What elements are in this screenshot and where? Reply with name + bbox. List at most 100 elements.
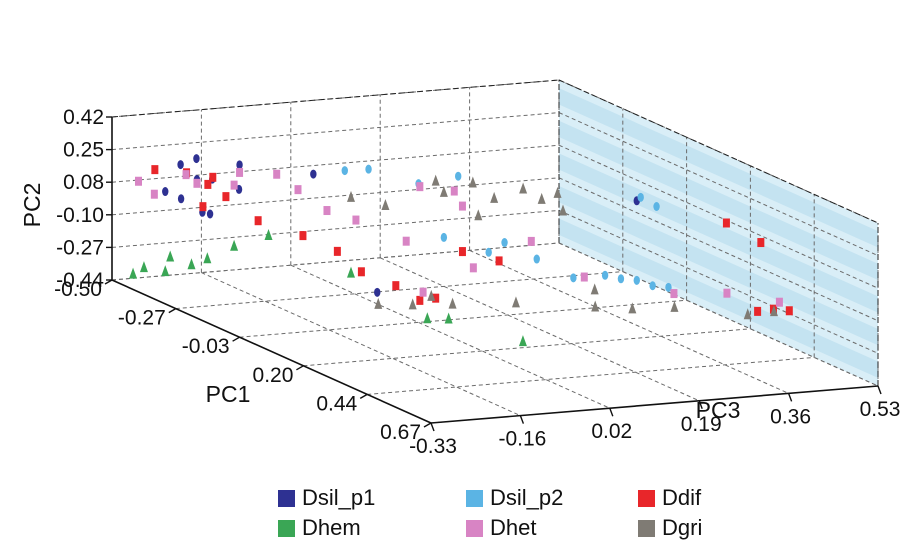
legend-label: Dhem bbox=[302, 515, 361, 540]
floor-gridline bbox=[367, 356, 815, 395]
point-dhem bbox=[264, 229, 273, 241]
point-ddif bbox=[757, 238, 765, 248]
left-wall-gridline bbox=[111, 177, 560, 216]
legend-label: Ddif bbox=[662, 485, 702, 510]
z-tick-label: -0.33 bbox=[409, 435, 457, 458]
z-tick bbox=[430, 422, 435, 432]
point-dhem bbox=[347, 266, 356, 278]
point-dsil-p1 bbox=[162, 187, 169, 197]
y-tick-label: 0.42 bbox=[63, 106, 104, 129]
legend-item-dsil-p2: Dsil_p2 bbox=[466, 485, 563, 511]
point-dgri bbox=[448, 297, 457, 309]
point-dsil-p2 bbox=[533, 254, 540, 264]
back-walls bbox=[111, 79, 879, 387]
point-dsil-p2 bbox=[501, 238, 508, 248]
point-dhet bbox=[236, 167, 244, 177]
point-dhet bbox=[323, 206, 331, 216]
y-tick-label: -0.10 bbox=[56, 204, 104, 227]
z-tick bbox=[787, 393, 793, 402]
point-dhem bbox=[161, 265, 170, 277]
point-dsil-p2 bbox=[649, 281, 656, 291]
legend-label: Dhet bbox=[490, 515, 537, 540]
point-dsil-p2 bbox=[633, 275, 640, 285]
point-dgri bbox=[537, 192, 546, 204]
legend-swatch bbox=[466, 519, 483, 537]
point-dhem bbox=[187, 258, 196, 270]
scatter-3d-chart: -0.44 -0.27 -0.10 0.08 0.25 0.42 -0.50 -0.27 -0.… bbox=[19, 79, 900, 458]
x-tick-label: 0.67 bbox=[380, 421, 421, 444]
floor-gridline bbox=[239, 299, 687, 338]
point-dhet bbox=[402, 236, 410, 246]
point-dhet bbox=[352, 215, 360, 225]
point-dhet bbox=[294, 185, 302, 195]
point-dgri bbox=[511, 296, 520, 308]
point-dhem bbox=[129, 267, 138, 279]
point-ddif bbox=[357, 267, 365, 277]
point-ddif bbox=[222, 192, 230, 202]
x-tick bbox=[359, 393, 368, 400]
right-wall-stripe bbox=[559, 153, 878, 313]
point-dgri bbox=[591, 300, 600, 312]
point-dsil-p2 bbox=[637, 192, 644, 202]
z-axis-label: PC3 bbox=[696, 397, 741, 423]
z-tick-label: 0.36 bbox=[770, 405, 811, 428]
legend-swatch bbox=[278, 489, 295, 507]
point-dsil-p1 bbox=[374, 287, 381, 297]
right-wall-stripe bbox=[559, 218, 878, 378]
z-tick bbox=[609, 407, 614, 417]
floor-gridline bbox=[379, 257, 700, 402]
point-ddif bbox=[199, 202, 207, 212]
point-dhet bbox=[670, 289, 678, 299]
axis-ticks: -0.44 -0.27 -0.10 0.08 0.25 0.42 -0.50 -0.27 -0.… bbox=[54, 106, 900, 458]
x-tick-label: 0.44 bbox=[316, 392, 357, 415]
point-dgri bbox=[374, 297, 383, 309]
point-dhem bbox=[203, 252, 212, 264]
point-ddif bbox=[722, 218, 730, 228]
pc3-axis-line bbox=[430, 385, 879, 424]
point-dgri bbox=[519, 182, 528, 194]
point-dsil-p2 bbox=[570, 273, 577, 283]
point-dhem bbox=[444, 312, 453, 324]
point-dgri bbox=[468, 176, 477, 188]
point-dsil-p1 bbox=[177, 194, 185, 204]
point-dhet bbox=[469, 263, 477, 273]
point-dhem bbox=[166, 250, 175, 262]
y-tick-label: 0.08 bbox=[63, 171, 104, 194]
legend-item-dhem: Dhem bbox=[278, 515, 361, 541]
legend-item-ddif: Ddif bbox=[638, 485, 701, 511]
point-dhet bbox=[182, 170, 190, 180]
legend-item-dhet: Dhet bbox=[466, 515, 536, 541]
z-tick bbox=[519, 415, 525, 424]
left-wall-gridline bbox=[111, 209, 560, 248]
point-dhet bbox=[775, 297, 783, 307]
point-dgri bbox=[553, 186, 562, 198]
point-ddif bbox=[416, 295, 424, 305]
x-tick-label: -0.27 bbox=[118, 307, 166, 330]
point-dhet bbox=[273, 169, 281, 179]
right-wall-gridline bbox=[558, 112, 879, 257]
point-dgri bbox=[743, 308, 752, 320]
legend: Dsil_p1 Dsil_p2 Ddif Dhem Dhet Dgri bbox=[278, 485, 738, 545]
z-tick-label: 0.19 bbox=[681, 413, 722, 436]
pc1-axis-line bbox=[111, 279, 432, 424]
point-dsil-p2 bbox=[601, 270, 609, 280]
x-tick-label: 0.20 bbox=[253, 364, 294, 387]
point-ddif bbox=[754, 306, 762, 316]
point-ddif bbox=[299, 231, 307, 241]
point-dsil-p2 bbox=[653, 202, 660, 211]
legend-label: Dgri bbox=[662, 515, 703, 540]
right-wall-gridline bbox=[558, 144, 879, 289]
point-dgri bbox=[490, 191, 499, 203]
floor-gridline bbox=[303, 328, 751, 367]
point-dsil-p2 bbox=[341, 166, 348, 176]
point-dhet bbox=[527, 236, 535, 246]
point-dgri bbox=[408, 298, 417, 310]
floor-gridline bbox=[290, 264, 611, 409]
floor-gridline bbox=[558, 242, 879, 387]
floor-gridline bbox=[201, 272, 521, 417]
point-ddif bbox=[432, 293, 440, 303]
point-ddif bbox=[392, 281, 400, 291]
point-dgri bbox=[558, 204, 567, 216]
point-dhet bbox=[450, 186, 458, 196]
left-wall-gridline bbox=[111, 144, 560, 183]
